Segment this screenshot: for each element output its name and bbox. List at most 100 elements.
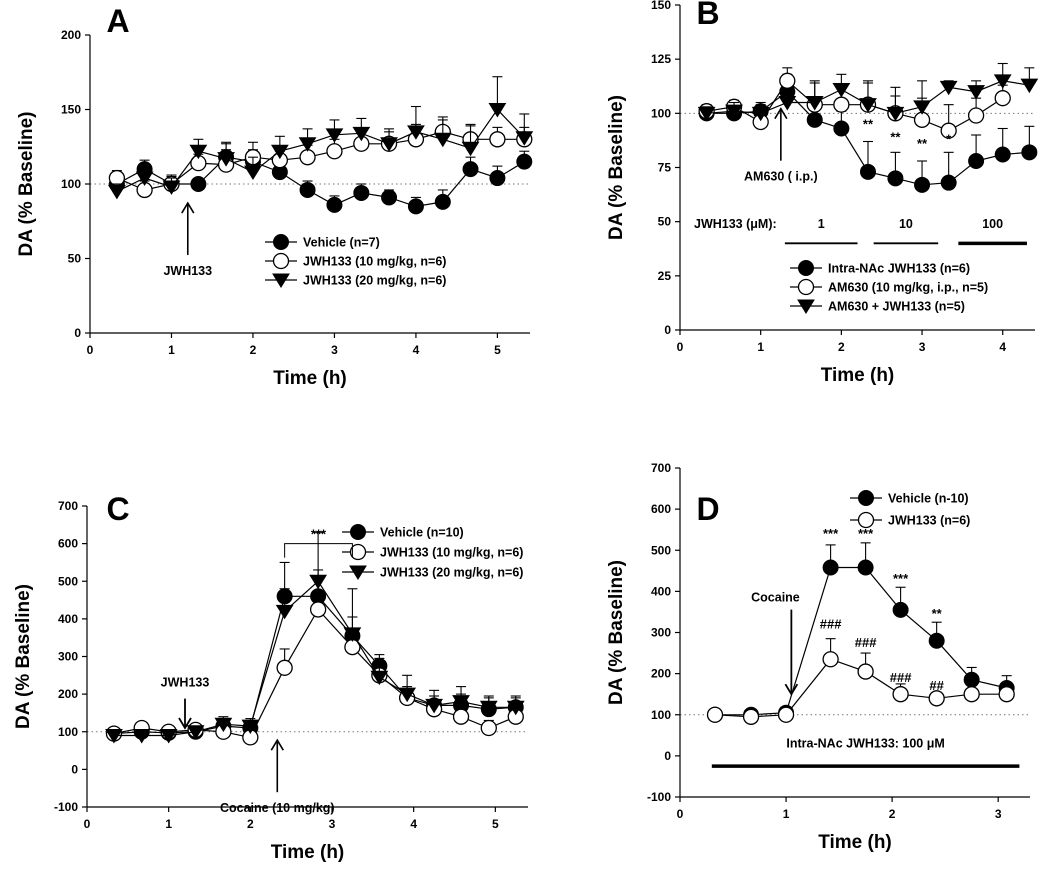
y-tick-label: 700 (58, 499, 78, 513)
legend-marker (797, 278, 815, 296)
series-line (116, 156, 525, 208)
y-tick-label: 200 (651, 667, 671, 681)
data-point (928, 690, 945, 707)
data-point (963, 671, 980, 688)
y-tick-label: 300 (651, 626, 671, 640)
significance-label: *** (893, 571, 909, 586)
data-point (159, 729, 178, 744)
series-line (116, 131, 525, 191)
x-tick-label: 1 (783, 807, 790, 821)
data-point (940, 174, 957, 191)
y-tick-label: 400 (651, 584, 671, 598)
significance-label: ** (890, 130, 901, 145)
data-point (298, 137, 317, 152)
annotation-arrowhead (784, 683, 799, 696)
dose-segment-label: 1 (818, 217, 825, 231)
data-point (461, 141, 480, 157)
data-point (706, 706, 724, 723)
data-point (107, 184, 126, 200)
data-point (779, 72, 796, 89)
annotation-label: JWH133 (161, 676, 210, 690)
x-tick-label: 0 (87, 343, 94, 357)
data-point (275, 604, 294, 620)
panel-c-chart: C -100 0 100 200 300 400 500 600 700 0 1 2 3 4 5 Time (h… (13, 491, 528, 863)
data-point (479, 700, 498, 716)
data-point (105, 729, 123, 744)
legend: Vehicle (n=7) JWH133 (10 mg/kg, n=6) JWH13… (265, 234, 446, 288)
data-point (381, 189, 398, 206)
data-point (162, 180, 181, 195)
legend-marker (857, 511, 875, 529)
data-point (489, 131, 506, 148)
legend-label: Vehicle (n=7) (303, 236, 380, 250)
data-point (515, 131, 534, 146)
y-tick-label: 300 (58, 650, 78, 664)
annotation-label: Intra-NAc JWH133: 100 μM (786, 737, 944, 751)
series-2 (698, 67, 1011, 139)
data-point (857, 663, 874, 680)
annotation-arrowhead (178, 717, 192, 730)
legend-marker (349, 543, 367, 561)
data-point (309, 601, 327, 618)
x-tick-label: 2 (889, 807, 896, 821)
y-tick-label: 200 (58, 687, 78, 701)
data-point (928, 632, 945, 649)
series-3 (107, 76, 534, 200)
significance-bracket (284, 543, 353, 558)
annotation-arrowhead (181, 201, 195, 214)
x-tick-label: 0 (677, 807, 684, 821)
y-tick-label: 700 (651, 461, 671, 475)
data-point (967, 107, 985, 124)
panel-letter: C (106, 491, 129, 527)
data-point (859, 98, 877, 113)
x-tick-label: 3 (919, 340, 926, 354)
data-point (751, 106, 770, 122)
data-point (433, 132, 452, 148)
data-point (968, 153, 985, 169)
data-point (833, 120, 850, 137)
legend: Intra-NAc JWH133 (n=6) AM630 (10 mg/kg, i… (790, 260, 988, 314)
data-point (244, 165, 262, 181)
data-point (857, 559, 874, 576)
series-line (116, 108, 525, 193)
y-tick-label: 500 (651, 543, 671, 557)
significance-label: *** (823, 526, 839, 541)
data-point (993, 74, 1012, 89)
y-tick-label: 25 (658, 269, 672, 283)
data-point (886, 106, 905, 122)
y-tick-label: 0 (71, 762, 78, 776)
y-tick-label: 100 (651, 708, 671, 722)
data-point (343, 627, 362, 642)
data-point (186, 725, 205, 740)
annotation-arrowhead (270, 738, 284, 751)
panel-letter: D (696, 491, 719, 527)
panel-a-chart: A 0 50 100 150 200 0 1 2 3 4 5 Time (h) DA (% Baselin… (16, 3, 534, 389)
x-axis-title: Time (h) (818, 832, 892, 853)
data-point (1020, 78, 1039, 94)
data-point (353, 184, 370, 201)
data-point (777, 706, 795, 723)
panel-letter: B (696, 0, 719, 31)
legend-marker (273, 234, 289, 250)
y-tick-label: 200 (61, 28, 81, 42)
annotation-label: AM630 ( i.p.) (744, 170, 818, 184)
data-point (462, 161, 479, 178)
y-tick-label: 500 (58, 574, 78, 588)
y-tick-label: 0 (664, 749, 671, 763)
legend-label: AM630 + JWH133 (n=5) (828, 300, 965, 314)
data-point (270, 144, 289, 160)
x-tick-label: 4 (999, 340, 1006, 354)
data-point (822, 559, 839, 576)
significance-label: *** (858, 526, 874, 541)
y-axis-title: DA (% Baseline) (16, 112, 37, 257)
data-point (1021, 144, 1038, 161)
data-point (859, 163, 876, 180)
x-tick-label: 2 (838, 340, 845, 354)
data-point (370, 670, 389, 686)
y-tick-label: 125 (651, 52, 671, 66)
data-point (833, 96, 850, 113)
series-3 (105, 531, 525, 744)
y-tick-label: 75 (658, 161, 672, 175)
data-point (516, 153, 533, 170)
